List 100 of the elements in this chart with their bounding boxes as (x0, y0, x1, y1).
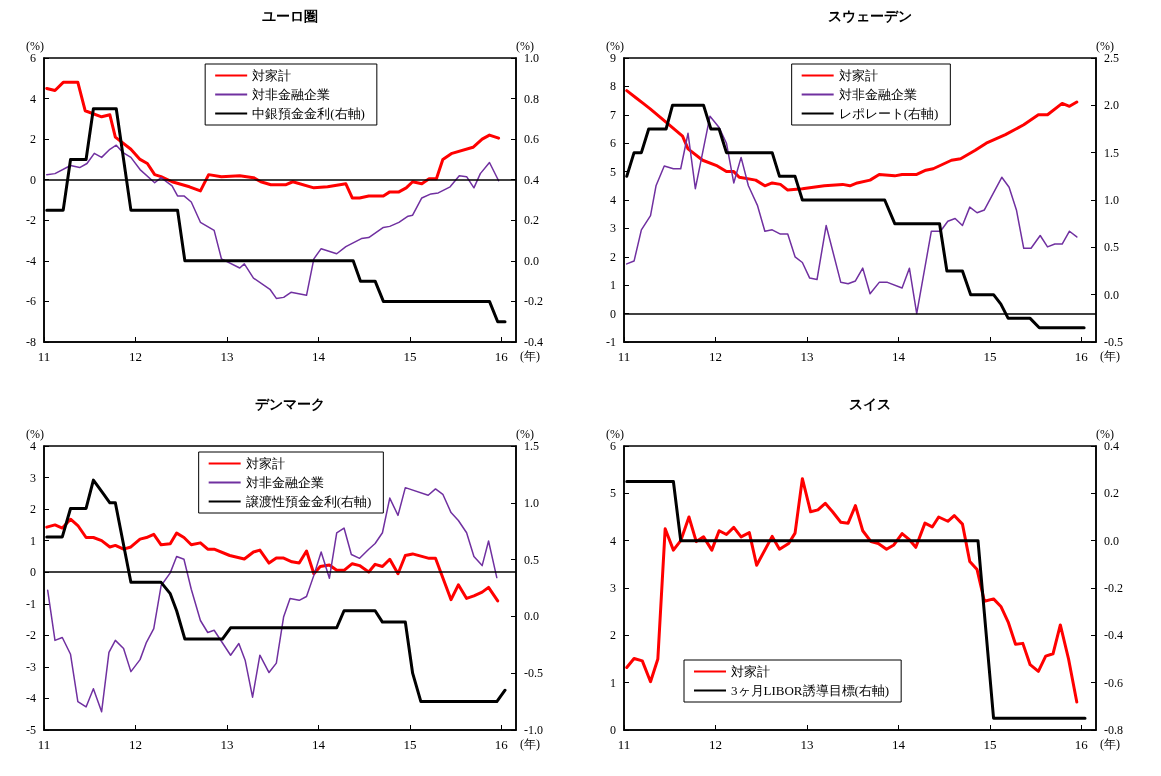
x-tick-label: 11 (37, 737, 51, 752)
y-tick-label: -5 (26, 723, 36, 737)
chart-title: デンマーク (255, 396, 325, 412)
x-tick-label: 14 (311, 737, 326, 752)
y-tick-label: 4 (30, 91, 36, 106)
y-tick-label: 7 (610, 107, 616, 122)
legend-label: 対家計 (245, 456, 285, 471)
x-tick-label: 11 (617, 737, 631, 752)
y2-tick-label: 0.0 (1104, 533, 1119, 548)
y-tick-label: 6 (30, 51, 36, 65)
y2-tick-label: -0.2 (524, 294, 543, 309)
y-tick-label: 6 (610, 136, 616, 151)
y2-tick-label: -0.2 (1104, 581, 1123, 595)
legend-label: 譲渡性預金金利(右軸) (245, 494, 372, 509)
y-tick-label: -2 (26, 628, 36, 643)
x-tick-label: 16 (1074, 737, 1089, 752)
y-axis-title: (%) (26, 39, 44, 53)
x-tick-label: 13 (220, 737, 234, 752)
y-tick-label: 2 (610, 628, 616, 643)
x-tick-label: 16 (494, 349, 509, 364)
x-tick-label: 13 (800, 737, 814, 752)
y2-axis-title: (%) (1096, 39, 1114, 53)
x-tick-label: 11 (37, 349, 51, 364)
y2-tick-label: -1.0 (524, 723, 543, 737)
y2-tick-label: 1.0 (524, 51, 539, 65)
y2-tick-label: -0.4 (1104, 628, 1123, 643)
y2-tick-label: 0.4 (1104, 439, 1119, 453)
y2-axis-title: (%) (516, 39, 534, 53)
x-tick-label: 12 (128, 737, 142, 752)
x-tick-label: 13 (800, 349, 814, 364)
y-tick-label: 9 (610, 51, 616, 65)
y2-tick-label: 0.5 (524, 552, 539, 567)
y-tick-label: -8 (26, 335, 36, 349)
x-tick-label: 15 (403, 349, 417, 364)
y-tick-label: 4 (610, 193, 616, 207)
x-tick-label: 14 (891, 349, 906, 364)
legend-label: 対非金融企業 (252, 87, 331, 102)
y-tick-label: 2 (30, 132, 36, 147)
y-tick-label: 8 (610, 79, 616, 94)
y2-tick-label: -0.8 (1104, 723, 1123, 737)
y2-tick-label: -0.5 (1104, 335, 1123, 349)
x-tick-label: 13 (220, 349, 234, 364)
x-tick-label: 15 (983, 737, 997, 752)
y-tick-label: 0 (30, 172, 36, 187)
y2-tick-label: -0.6 (1104, 675, 1123, 690)
x-axis-title: (年) (1100, 349, 1120, 363)
x-axis-title: (年) (520, 737, 540, 751)
y-tick-label: 6 (610, 439, 616, 453)
line-series (625, 89, 1079, 192)
y-tick-label: 1 (610, 675, 616, 690)
y2-tick-label: 0.5 (1104, 240, 1119, 255)
y-tick-label: 1 (610, 278, 616, 293)
x-tick-label: 14 (891, 737, 906, 752)
y2-axis-title: (%) (516, 427, 534, 441)
legend-label: 3ヶ月LIBOR誘導目標(右軸) (731, 683, 890, 698)
chart-title: ユーロ圏 (262, 8, 318, 24)
line-series (45, 517, 500, 603)
y2-tick-label: -0.5 (524, 666, 543, 681)
y2-tick-label: 0.8 (524, 91, 539, 106)
y2-tick-label: 1.5 (524, 439, 539, 453)
x-tick-label: 16 (1074, 349, 1089, 364)
y-tick-label: 0 (610, 306, 616, 321)
legend-label: 対家計 (838, 68, 878, 83)
y-tick-label: 3 (30, 470, 36, 485)
x-tick-label: 14 (311, 349, 326, 364)
y2-tick-label: 2.0 (1104, 98, 1119, 113)
y2-tick-label: 0.0 (524, 253, 539, 268)
legend-label: 対家計 (731, 664, 770, 679)
y2-tick-label: 0.0 (1104, 287, 1119, 302)
y-tick-label: 4 (610, 533, 616, 548)
y-tick-label: -4 (26, 691, 36, 706)
y-tick-label: 0 (30, 565, 36, 580)
x-tick-label: 11 (617, 349, 631, 364)
y2-tick-label: 0.4 (524, 172, 539, 187)
y-tick-label: 3 (610, 581, 616, 595)
line-series (45, 144, 500, 300)
y2-tick-label: 1.0 (524, 495, 539, 510)
y2-axis-title: (%) (1096, 427, 1114, 441)
y-axis-title: (%) (26, 427, 44, 441)
x-tick-label: 15 (983, 349, 997, 364)
y-tick-label: -3 (26, 659, 36, 674)
y2-tick-label: 1.0 (1104, 193, 1119, 207)
x-axis-title: (年) (1100, 737, 1120, 751)
y2-tick-label: 0.2 (1104, 486, 1119, 501)
y-tick-label: 4 (30, 439, 36, 453)
y-tick-label: -1 (606, 335, 616, 349)
x-tick-label: 16 (494, 737, 509, 752)
x-tick-label: 15 (403, 737, 417, 752)
x-tick-label: 12 (708, 349, 722, 364)
y-axis-title: (%) (606, 427, 624, 441)
chart-title: スウェーデン (828, 8, 912, 24)
y2-tick-label: 0.0 (524, 609, 539, 624)
y-tick-label: 0 (610, 723, 616, 737)
x-tick-label: 12 (128, 349, 142, 364)
y2-tick-label: 0.2 (524, 213, 539, 228)
legend-label: 対非金融企業 (245, 475, 324, 490)
y2-tick-label: 0.6 (524, 132, 539, 147)
chart-title: スイス (849, 396, 891, 412)
line-series (45, 80, 501, 200)
legend-label: 対非金融企業 (838, 87, 917, 102)
